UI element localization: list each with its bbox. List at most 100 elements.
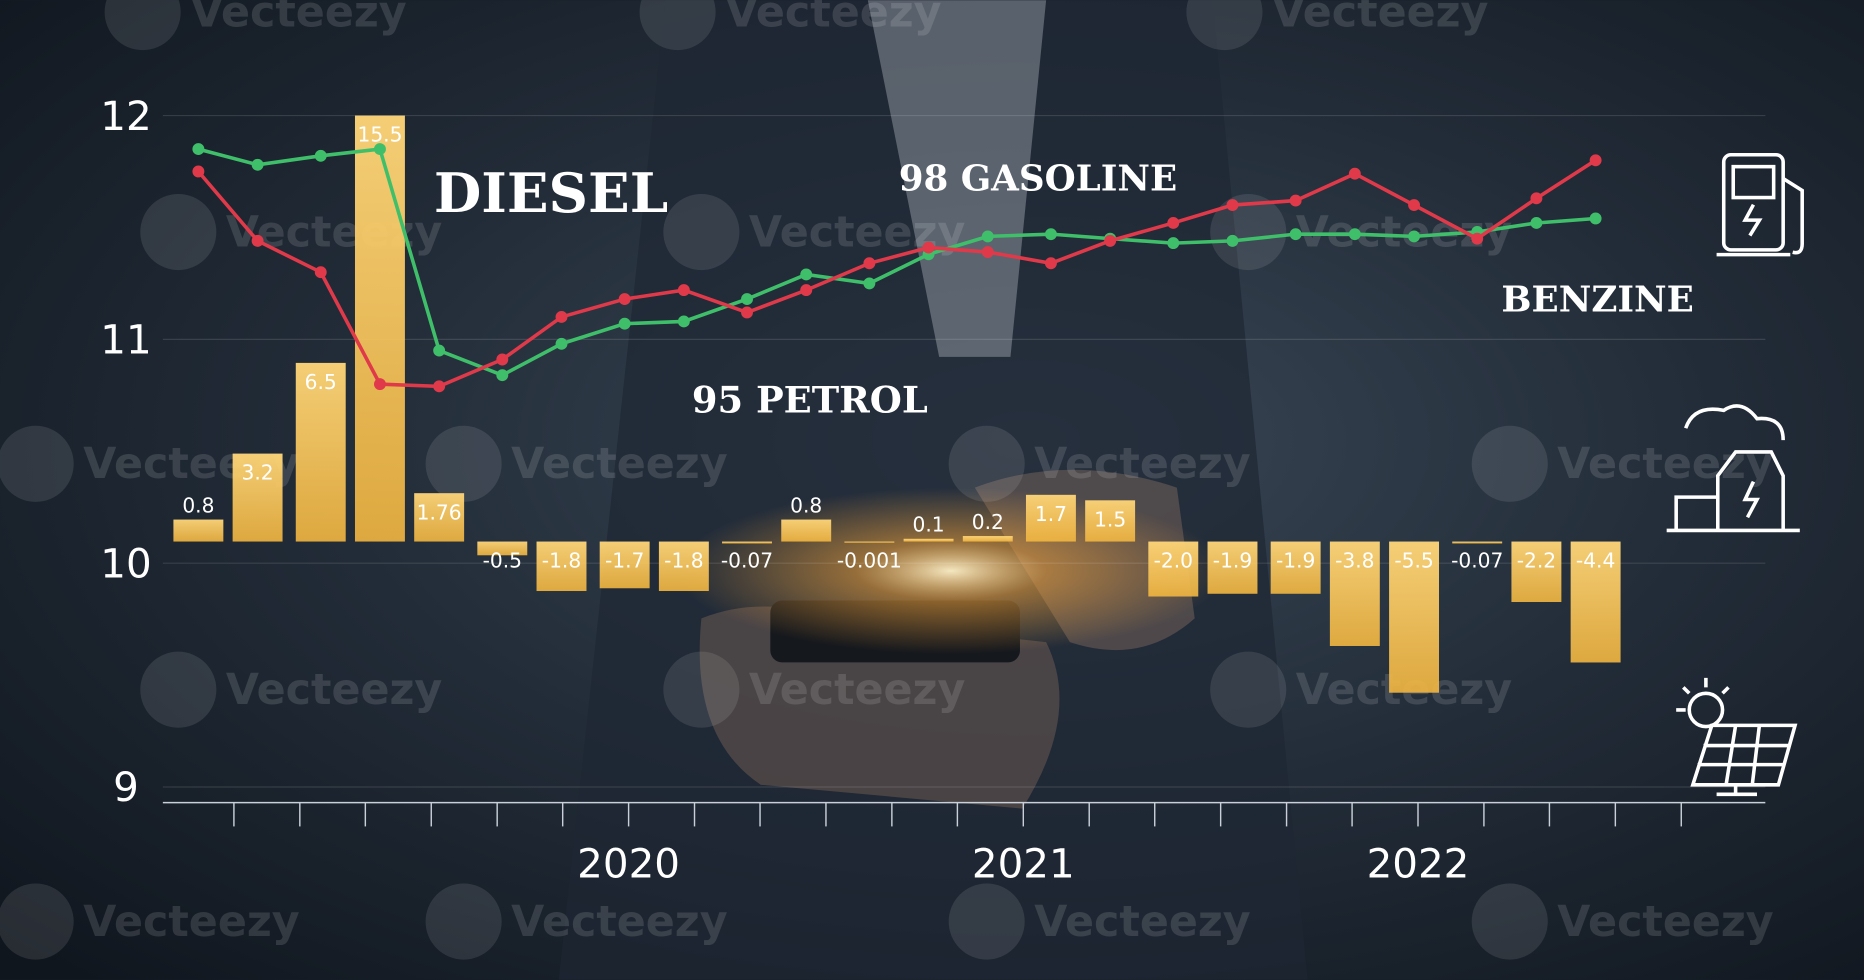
watermark-logo	[0, 425, 74, 502]
line-point	[374, 378, 386, 391]
bar-value-label: -0.001	[837, 549, 902, 573]
line-point	[1167, 217, 1180, 229]
watermark-logo	[1210, 651, 1287, 728]
line-point	[1408, 230, 1420, 243]
line-point	[1226, 199, 1239, 212]
line-point	[314, 266, 327, 279]
line-point	[1589, 212, 1602, 225]
line-point	[555, 311, 568, 323]
y-tick-label: 10	[100, 539, 151, 587]
bar-value-label: -2.2	[1517, 549, 1556, 573]
line-point	[1530, 217, 1543, 229]
watermark-logo	[948, 883, 1025, 960]
watermark: Vecteezy	[1034, 439, 1251, 489]
bar	[1207, 541, 1258, 594]
line-point	[863, 257, 876, 270]
bar-value-label: -1.9	[1276, 549, 1315, 573]
watermark-logo	[663, 651, 740, 728]
line-point	[1530, 192, 1543, 205]
line-point	[981, 230, 994, 243]
line-point	[618, 317, 631, 330]
watermark-logo	[0, 883, 74, 960]
line-point	[433, 344, 446, 357]
line-point	[677, 315, 690, 328]
bar	[1148, 541, 1199, 597]
bar	[658, 541, 709, 592]
watermark-logo	[1186, 0, 1263, 51]
annotation: DIESEL	[434, 161, 668, 225]
line-point	[677, 284, 690, 297]
y-tick-label: 9	[113, 763, 139, 811]
bar-value-label: -2.0	[1154, 549, 1193, 573]
line-point	[1589, 154, 1602, 167]
bar	[354, 115, 405, 542]
bar-value-label: 6.5	[305, 370, 337, 394]
watermark-logo	[104, 0, 181, 51]
watermark-logo	[425, 425, 502, 502]
annotation: 98 GASOLINE	[899, 158, 1177, 199]
line-point	[800, 268, 813, 281]
bar-value-label: 1.5	[1094, 507, 1126, 531]
bar-value-label: -0.07	[721, 549, 773, 573]
bar-value-label: -3.8	[1335, 549, 1374, 573]
watermark-logo	[425, 883, 502, 960]
watermark-logo	[639, 0, 716, 51]
bar-value-label: 1.76	[417, 500, 462, 524]
line-point	[1289, 228, 1302, 241]
watermark: Vecteezy	[749, 665, 966, 715]
watermark: Vecteezy	[226, 665, 443, 715]
line-point	[1348, 228, 1361, 241]
bar	[536, 541, 587, 592]
bar	[844, 541, 895, 543]
annotation: BENZINE	[1501, 280, 1693, 321]
line	[197, 147, 1596, 378]
watermark-logo	[663, 193, 740, 271]
bar	[1025, 494, 1076, 542]
watermark-logo	[140, 651, 217, 728]
bar	[781, 519, 832, 542]
watermark: Vecteezy	[725, 0, 942, 37]
watermark-logo	[948, 425, 1025, 502]
line-point	[433, 380, 446, 393]
line-point	[1408, 199, 1420, 212]
bar-value-label: 0.8	[182, 493, 214, 517]
line-point	[1167, 237, 1180, 250]
line-point	[1471, 232, 1484, 245]
bar	[1329, 541, 1380, 646]
y-tick-label: 11	[100, 316, 151, 364]
bar-value-label: -0.07	[1451, 549, 1503, 573]
line-point	[251, 158, 264, 171]
watermark: Vecteezy	[190, 0, 407, 37]
fuel-pump-icon	[1716, 152, 1804, 257]
bar	[232, 453, 283, 542]
bar	[903, 538, 954, 542]
bar-value-label: 0.1	[913, 513, 945, 537]
bar	[722, 541, 772, 544]
line-point	[1226, 234, 1239, 247]
bar	[1570, 541, 1621, 663]
factory-icon	[1666, 404, 1800, 533]
bar-value-label: -4.4	[1576, 549, 1615, 573]
annotation: 95 PETROL	[692, 378, 928, 422]
watermark-logo	[140, 193, 217, 271]
line-point	[922, 241, 935, 254]
watermark: Vecteezy	[511, 897, 728, 947]
bar-value-label: 0.2	[972, 510, 1004, 534]
bar-value-label: 0.8	[790, 493, 822, 517]
watermark-logo	[1210, 193, 1287, 271]
bar	[295, 362, 346, 542]
line-point	[1104, 234, 1117, 247]
line-point	[863, 277, 876, 290]
watermark: Vecteezy	[511, 439, 728, 489]
x-tick-label: 2022	[1367, 840, 1470, 888]
line-point	[618, 293, 631, 306]
watermark: Vecteezy	[226, 207, 443, 257]
line-point	[496, 369, 509, 382]
line-point	[192, 143, 205, 156]
watermark: Vecteezy	[1557, 897, 1774, 947]
bar	[1270, 541, 1321, 594]
bar	[599, 541, 650, 589]
line-point	[1289, 194, 1302, 207]
watermark: Vecteezy	[1034, 897, 1251, 947]
